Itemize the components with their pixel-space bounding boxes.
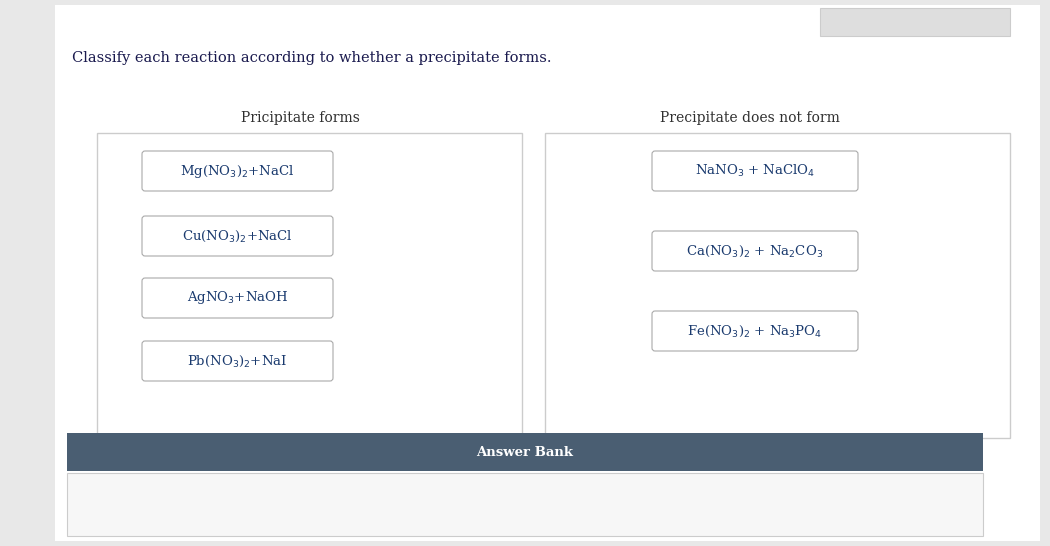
FancyBboxPatch shape — [652, 231, 858, 271]
Text: Cu(NO$_3$)$_2$+NaCl: Cu(NO$_3$)$_2$+NaCl — [182, 228, 293, 244]
Text: Pricipitate forms: Pricipitate forms — [240, 111, 359, 125]
FancyBboxPatch shape — [820, 8, 1010, 36]
Text: Ca(NO$_3$)$_2$ + Na$_2$CO$_3$: Ca(NO$_3$)$_2$ + Na$_2$CO$_3$ — [687, 244, 823, 259]
FancyBboxPatch shape — [67, 433, 983, 471]
Text: Precipitate does not form: Precipitate does not form — [660, 111, 840, 125]
FancyBboxPatch shape — [142, 278, 333, 318]
Text: NaNO$_3$ + NaClO$_4$: NaNO$_3$ + NaClO$_4$ — [695, 163, 815, 179]
Text: AgNO$_3$+NaOH: AgNO$_3$+NaOH — [187, 289, 288, 306]
FancyBboxPatch shape — [142, 341, 333, 381]
Text: Classify each reaction according to whether a precipitate forms.: Classify each reaction according to whet… — [72, 51, 551, 65]
Text: Mg(NO$_3$)$_2$+NaCl: Mg(NO$_3$)$_2$+NaCl — [181, 163, 295, 180]
Text: Fe(NO$_3$)$_2$ + Na$_3$PO$_4$: Fe(NO$_3$)$_2$ + Na$_3$PO$_4$ — [688, 323, 822, 339]
FancyBboxPatch shape — [652, 311, 858, 351]
FancyBboxPatch shape — [97, 133, 522, 438]
FancyBboxPatch shape — [142, 151, 333, 191]
FancyBboxPatch shape — [652, 151, 858, 191]
FancyBboxPatch shape — [545, 133, 1010, 438]
FancyBboxPatch shape — [67, 473, 983, 536]
FancyBboxPatch shape — [55, 5, 1040, 541]
FancyBboxPatch shape — [142, 216, 333, 256]
Text: Pb(NO$_3$)$_2$+NaI: Pb(NO$_3$)$_2$+NaI — [188, 353, 288, 369]
Text: Answer Bank: Answer Bank — [477, 446, 573, 459]
